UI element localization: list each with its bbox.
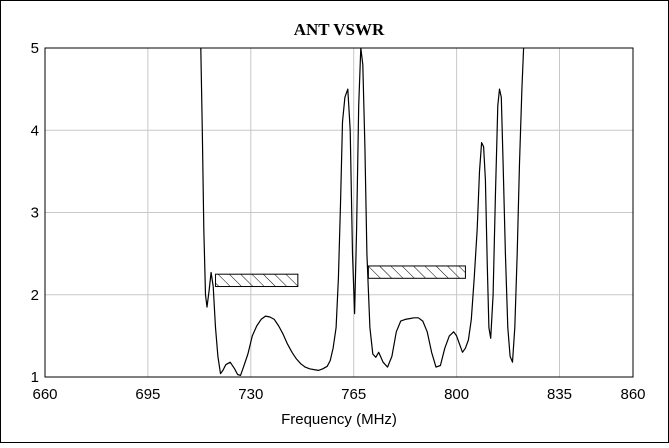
y-tick-label: 2 xyxy=(31,287,39,304)
x-tick-labels: 660 695 730 765 800 835 860 xyxy=(32,386,645,403)
x-tick-label: 730 xyxy=(238,386,263,403)
x-tick-label: 835 xyxy=(547,386,572,403)
spec-limit-box xyxy=(215,273,299,288)
spec-limit-box xyxy=(367,265,466,279)
y-tick-label: 3 xyxy=(31,205,39,222)
x-tick-label: 860 xyxy=(620,386,645,403)
y-tick-labels: 1 2 3 4 5 xyxy=(31,40,39,386)
y-tick-label: 5 xyxy=(31,40,39,57)
vswr-series-line xyxy=(200,48,525,376)
series-layer xyxy=(200,48,525,376)
spec-limits xyxy=(215,265,466,288)
y-tick-label: 1 xyxy=(31,369,39,386)
chart-title: ANT VSWR xyxy=(294,20,385,39)
x-tick-label: 695 xyxy=(135,386,160,403)
x-tick-label: 765 xyxy=(341,386,366,403)
x-tick-label: 800 xyxy=(444,386,469,403)
x-axis-label: Frequency (MHz) xyxy=(281,411,397,428)
x-tick-label: 660 xyxy=(32,386,57,403)
y-tick-label: 4 xyxy=(31,122,39,139)
plot-area-border xyxy=(44,47,634,378)
